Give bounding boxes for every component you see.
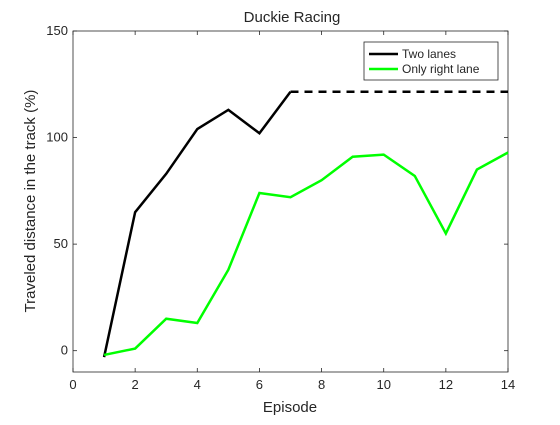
legend-entry-2: Only right lane [402, 62, 480, 76]
y-tick-label: 50 [54, 236, 68, 251]
legend-entry-1: Two lanes [402, 47, 456, 61]
chart-title: Duckie Racing [244, 9, 341, 26]
x-tick-label: 0 [69, 377, 76, 392]
x-tick-label: 2 [132, 377, 139, 392]
x-tick-label: 6 [256, 377, 263, 392]
y-tick-label: 100 [46, 130, 68, 145]
x-tick-label: 12 [439, 377, 453, 392]
y-axis-label: Traveled distance in the track (%) [22, 90, 39, 313]
x-tick-label: 8 [318, 377, 325, 392]
x-axis-label: Episode [263, 399, 317, 416]
x-tick-label: 10 [376, 377, 390, 392]
y-tick-label: 0 [61, 343, 68, 358]
x-tick-label: 4 [194, 377, 201, 392]
plot-area [73, 31, 508, 372]
y-tick-label: 150 [46, 23, 68, 38]
x-tick-label: 14 [501, 377, 515, 392]
